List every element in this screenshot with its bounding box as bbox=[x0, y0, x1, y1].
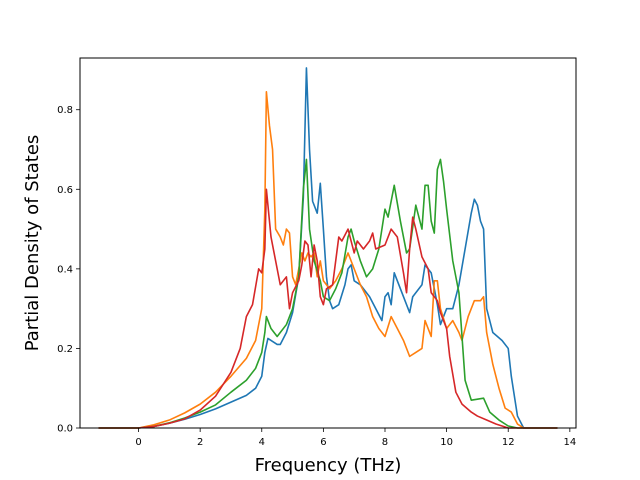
series-layer bbox=[98, 67, 558, 429]
x-axis-ticks: 0 2 4 6 8 10 12 14 bbox=[135, 428, 576, 448]
plot-frame bbox=[79, 57, 577, 429]
y-tick-label: 0.8 bbox=[57, 105, 73, 116]
y-tick-label: 0.0 bbox=[57, 424, 73, 435]
x-tick-label: 10 bbox=[440, 437, 453, 448]
y-axis-ticks: 0.0 0.2 0.4 0.6 0.8 bbox=[57, 105, 80, 435]
x-tick-label: 0 bbox=[135, 437, 141, 448]
y-axis-label: Partial Density of States bbox=[22, 135, 43, 352]
plot-background bbox=[80, 58, 576, 428]
series-line-4 bbox=[98, 188, 558, 429]
x-tick-label: 6 bbox=[320, 437, 326, 448]
y-tick-label: 0.6 bbox=[57, 185, 73, 196]
x-tick-label: 4 bbox=[259, 437, 265, 448]
x-tick-label: 14 bbox=[563, 437, 576, 448]
series-line-2 bbox=[98, 91, 558, 429]
y-tick-label: 0.4 bbox=[57, 264, 73, 275]
y-tick-label: 0.2 bbox=[57, 344, 73, 355]
series-line-3 bbox=[98, 158, 558, 429]
x-axis-label: Frequency (THz) bbox=[255, 455, 402, 476]
x-tick-label: 8 bbox=[382, 437, 388, 448]
x-tick-label: 12 bbox=[502, 437, 515, 448]
x-tick-label: 2 bbox=[197, 437, 203, 448]
